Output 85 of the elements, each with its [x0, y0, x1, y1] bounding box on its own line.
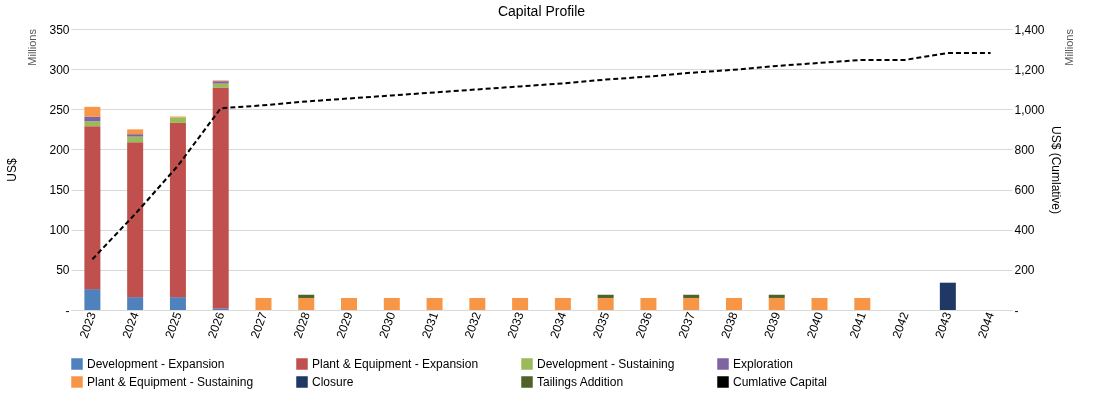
- bar: [169, 122, 186, 298]
- bar: [512, 297, 529, 310]
- x-tick-label: 2025: [162, 309, 185, 340]
- x-tick-label: 2031: [418, 309, 442, 340]
- legend-label: Plant & Equipment - Sustaining: [87, 375, 254, 389]
- y-tick-label: 300: [49, 62, 70, 77]
- text: Millions: [1063, 28, 1075, 66]
- bar: [383, 297, 400, 310]
- legend-label: Development - Expansion: [87, 357, 225, 371]
- bar: [127, 297, 144, 310]
- x-tick-label: 2030: [376, 309, 399, 340]
- bar: [298, 294, 315, 298]
- x-tick-label: 2044: [974, 309, 998, 340]
- y2-tick-label: 1,000: [1014, 102, 1045, 117]
- y-tick-label: 250: [49, 102, 70, 117]
- y-tick-label: 200: [49, 142, 70, 157]
- bar: [298, 297, 315, 310]
- y-axis-title: US$: [5, 158, 20, 182]
- legend-label: Exploration: [733, 357, 794, 371]
- bar: [426, 297, 443, 310]
- bar: [127, 129, 144, 135]
- bar: [169, 297, 186, 310]
- bar: [725, 297, 742, 310]
- legend-label: Development - Sustaining: [537, 357, 675, 371]
- x-tick-label: 2043: [932, 309, 955, 340]
- legend-label: Closure: [312, 375, 354, 389]
- x-tick-label: 2040: [803, 309, 827, 340]
- y-tick-label: 150: [49, 183, 70, 198]
- y2-tick-label: 1,200: [1014, 62, 1045, 77]
- x-tick-label: 2023: [76, 309, 100, 340]
- x-tick-label: 2041: [846, 309, 869, 340]
- bar: [84, 289, 101, 310]
- x-tick-label: 2028: [290, 309, 313, 340]
- bar: [169, 117, 186, 123]
- bar: [341, 297, 358, 310]
- bar: [768, 297, 785, 310]
- y-tick-label: 100: [49, 223, 70, 238]
- bar: [554, 297, 571, 310]
- bar: [469, 297, 486, 310]
- x-tick-label: 2038: [718, 309, 741, 340]
- legend-label: Plant & Equipment - Expansion: [312, 357, 479, 371]
- x-tick-label: 2027: [247, 309, 271, 340]
- bar: [683, 294, 700, 298]
- x-tick-label: 2024: [119, 309, 142, 340]
- bar: [597, 297, 614, 310]
- x-tick-label: 2029: [333, 309, 356, 340]
- y2-tick-label: 400: [1014, 223, 1035, 238]
- legend-label: Tailings Addition: [537, 375, 624, 389]
- x-tick-label: 2039: [761, 309, 784, 340]
- x-tick-label: 2035: [589, 309, 613, 340]
- y2-tick-label: 600: [1014, 183, 1035, 198]
- text: Millions: [26, 28, 38, 66]
- legend-label: Cumlative Capital: [733, 375, 828, 389]
- x-tick-label: 2037: [675, 309, 698, 340]
- bar: [597, 294, 614, 298]
- y-tick-label: 350: [49, 22, 70, 37]
- y-tick-label: 50: [56, 263, 70, 278]
- x-tick-label: 2026: [204, 309, 228, 340]
- x-tick-label: 2033: [504, 309, 527, 340]
- y-tick-label: -: [65, 303, 70, 318]
- x-tick-label: 2042: [889, 309, 912, 340]
- bar: [640, 297, 657, 310]
- bar: [212, 87, 229, 309]
- bar: [84, 126, 101, 290]
- bar: [84, 106, 101, 117]
- y2-tick-label: 800: [1014, 142, 1035, 157]
- bar: [939, 282, 956, 310]
- x-tick-label: 2036: [632, 309, 656, 340]
- y2-tick-label: 1,400: [1014, 22, 1045, 37]
- y2-tick-label: -: [1014, 303, 1019, 318]
- y2-axis-title: US$ (Cumlative): [1048, 125, 1063, 215]
- bar: [811, 297, 828, 310]
- bar: [212, 83, 229, 88]
- line-series: [91, 52, 992, 261]
- bar: [127, 142, 144, 298]
- bar: [127, 134, 144, 137]
- x-tick-label: 2034: [547, 309, 570, 340]
- bar: [854, 297, 871, 310]
- bar: [84, 121, 101, 127]
- x-tick-label: 2032: [461, 309, 485, 340]
- bar: [768, 294, 785, 298]
- bar: [683, 297, 700, 310]
- bar: [255, 297, 272, 310]
- y2-tick-label: 200: [1014, 263, 1035, 278]
- chart-title: Capital Profile: [497, 3, 586, 19]
